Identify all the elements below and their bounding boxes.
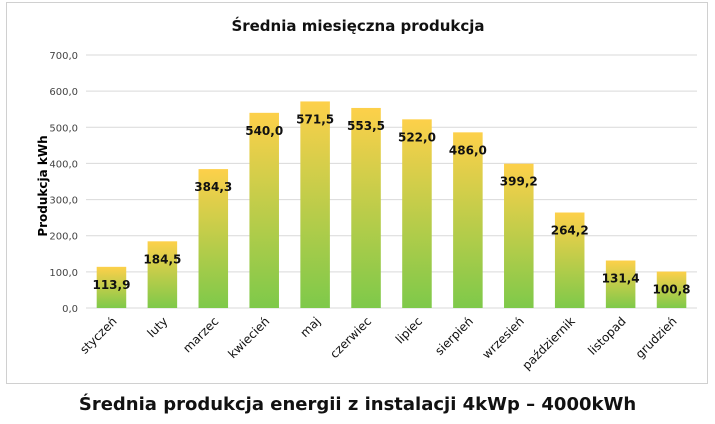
caption: Średnia produkcja energii z instalacji 4…	[78, 394, 637, 415]
bar-4	[300, 101, 330, 308]
bar-2	[198, 169, 229, 308]
x-tick-label: październik	[519, 314, 577, 372]
bar-chart: 0,0 100,0 200,0 300,0 400,0 500,0 600,0 700,0 11…	[36, 51, 697, 373]
y-axis-label: Produkcja kWh	[36, 135, 50, 236]
data-label: 540,0	[245, 124, 283, 138]
data-label: 184,5	[143, 252, 181, 266]
y-tick-label: 100,0	[49, 268, 78, 279]
bar-10	[605, 260, 636, 308]
x-tick-label: czerwiec	[327, 314, 374, 361]
bar-6	[402, 119, 432, 308]
data-label: 264,2	[551, 224, 589, 238]
bar-0	[96, 266, 127, 308]
data-label: 553,5	[347, 119, 385, 133]
chart-title: Średnia miesięczna produkcja	[231, 17, 485, 35]
y-tick-label: 300,0	[49, 196, 78, 207]
y-tick-label: 700,0	[49, 51, 78, 62]
y-tick-label: 500,0	[49, 123, 78, 134]
y-tick-label: 600,0	[49, 87, 78, 98]
x-tick-label: grudzień	[633, 314, 680, 361]
x-tick-label: kwiecień	[225, 314, 272, 361]
bar-3	[249, 112, 279, 308]
data-label: 131,4	[602, 272, 640, 286]
bar-9	[554, 212, 585, 308]
bar-7	[453, 132, 483, 308]
x-tick-label: wrzesień	[480, 314, 527, 361]
data-label: 571,5	[296, 112, 334, 126]
bar-1	[147, 241, 178, 308]
data-label: 100,8	[653, 283, 691, 297]
data-label: 522,0	[398, 130, 436, 144]
bar-11	[656, 271, 687, 308]
x-tick-label: listopad	[585, 314, 629, 358]
y-tick-label: 400,0	[49, 159, 78, 170]
data-label: 486,0	[449, 143, 487, 157]
bar-5	[351, 107, 381, 309]
x-tick-label: lipiec	[393, 314, 425, 346]
data-label: 384,3	[194, 180, 232, 194]
x-tick-label: marzec	[180, 314, 221, 355]
y-tick-label: 200,0	[49, 232, 78, 243]
data-label: 113,9	[92, 278, 130, 292]
x-tick-label: sierpień	[432, 314, 476, 358]
bar-8	[504, 163, 534, 308]
x-tick-label: styczeń	[77, 314, 119, 356]
chart-frame: Średnia miesięczna produkcja 0,0 100,0 200…	[6, 2, 708, 384]
y-tick-label: 0,0	[62, 304, 78, 315]
x-tick-label: maj	[298, 314, 324, 340]
data-label: 399,2	[500, 175, 538, 189]
x-tick-label: luty	[145, 314, 171, 340]
